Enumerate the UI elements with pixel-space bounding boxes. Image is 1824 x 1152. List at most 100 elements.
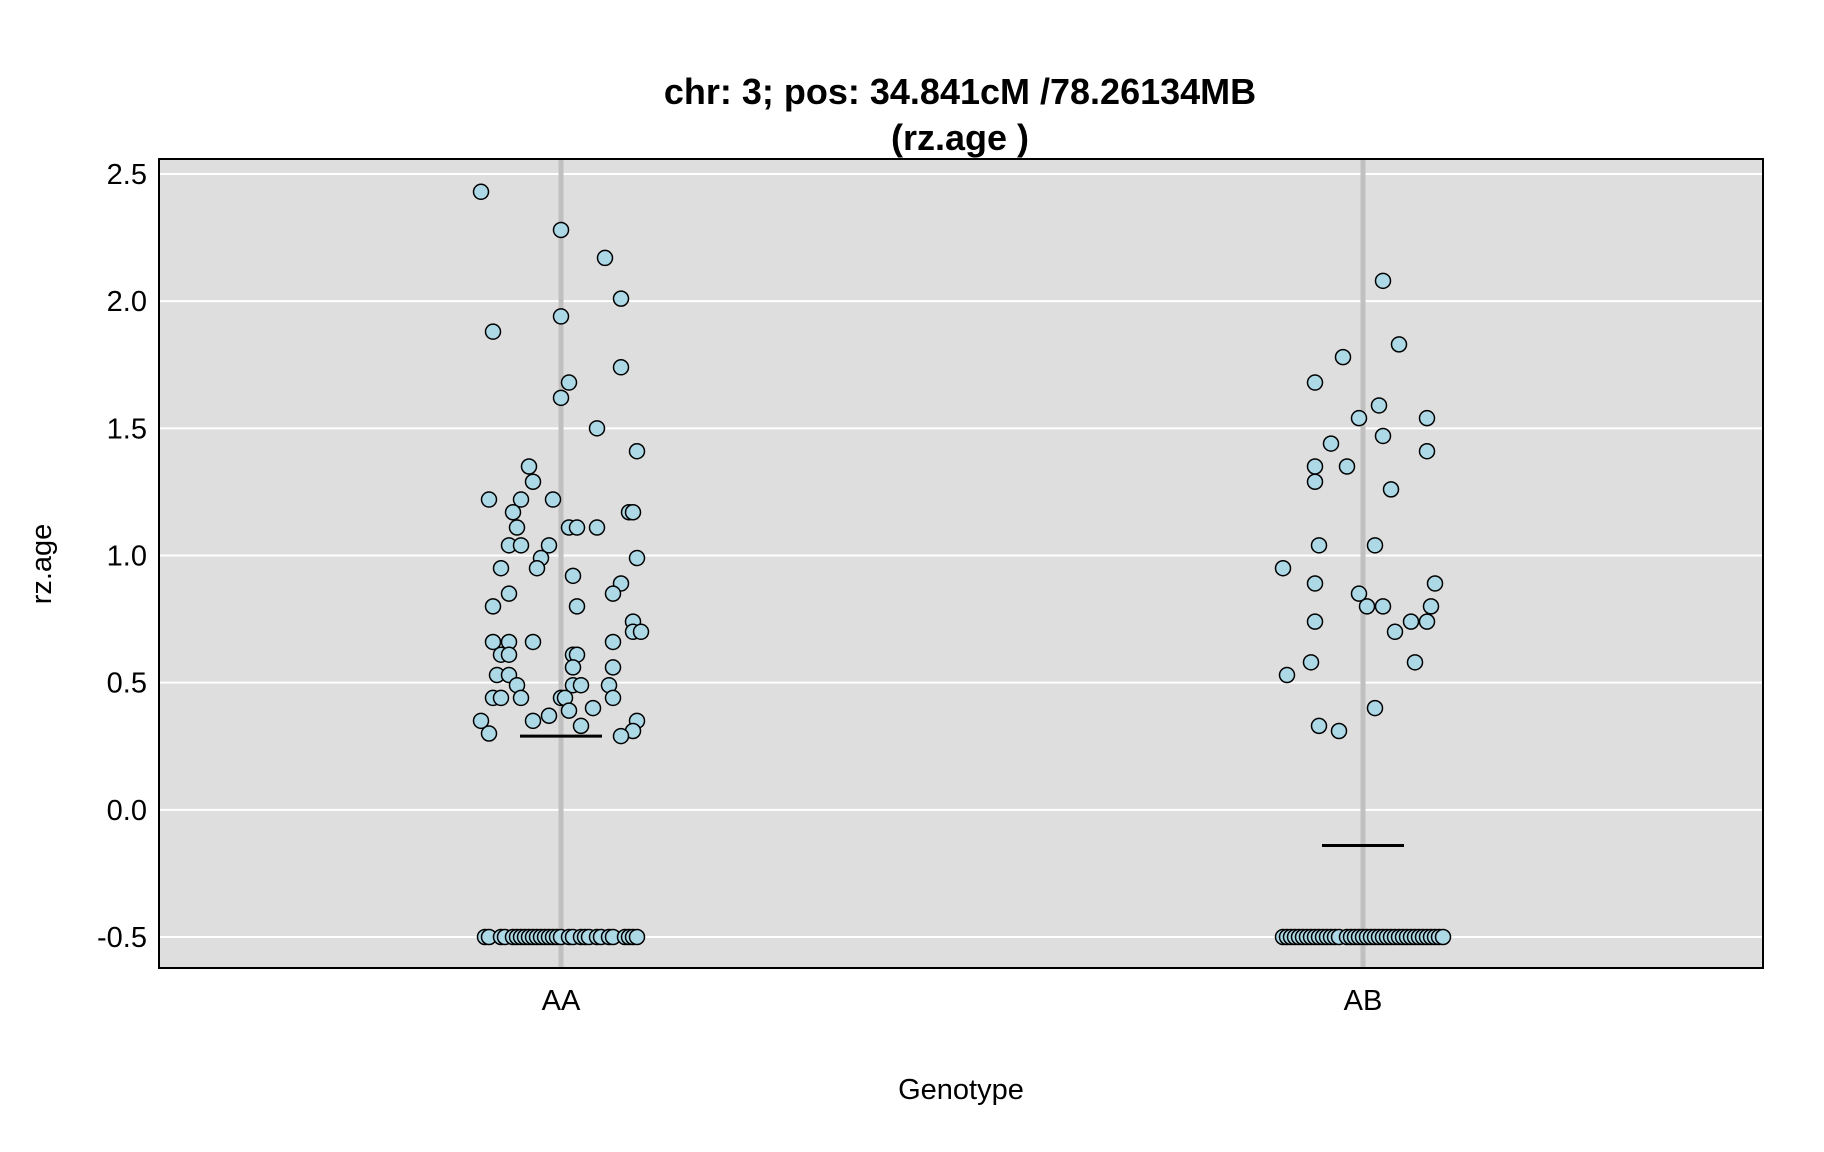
data-point xyxy=(512,537,530,554)
data-point xyxy=(1322,435,1340,452)
gridlines xyxy=(159,173,1763,938)
data-point xyxy=(588,519,606,536)
data-point xyxy=(472,183,490,201)
y-tick-label: 1.0 xyxy=(107,541,147,573)
data-point xyxy=(1374,427,1392,445)
y-tick-label: 0.0 xyxy=(107,795,147,827)
data-point xyxy=(1350,409,1368,427)
data-point xyxy=(572,717,590,735)
mean-lines xyxy=(520,734,1404,847)
chart-subtitle: (rz.age ) xyxy=(891,117,1029,158)
data-point xyxy=(492,689,510,707)
data-point xyxy=(1418,613,1436,630)
x-tick-label: AB xyxy=(1344,985,1383,1017)
chart-title: chr: 3; pos: 34.841cM /78.26134MB xyxy=(664,71,1256,112)
data-point xyxy=(484,323,502,340)
data-point xyxy=(1386,623,1404,641)
data-point xyxy=(1350,585,1368,602)
data-point xyxy=(1374,598,1392,615)
data-point xyxy=(500,646,518,663)
data-point xyxy=(1366,699,1384,717)
data-point xyxy=(1422,598,1440,615)
data-point xyxy=(524,633,542,651)
data-point xyxy=(588,420,606,437)
data-point xyxy=(604,585,622,602)
plot-border xyxy=(158,158,1764,969)
data-point xyxy=(1338,458,1356,475)
data-point xyxy=(612,727,630,745)
x-axis-label: Genotype xyxy=(898,1074,1024,1106)
data-point xyxy=(540,707,558,724)
category-lines xyxy=(558,159,1366,968)
data-point xyxy=(572,676,590,694)
data-point xyxy=(520,458,538,475)
data-point xyxy=(1306,613,1324,630)
y-tick-labels: 2.5 2.0 1.5 1.0 0.5 0.0 -0.5 xyxy=(97,159,147,954)
data-point xyxy=(628,549,646,567)
data-point xyxy=(540,537,558,554)
data-point xyxy=(628,442,646,460)
data-point xyxy=(1358,598,1376,615)
data-points xyxy=(472,183,1452,946)
y-tick-label: 0.5 xyxy=(107,668,147,700)
data-point xyxy=(564,659,582,676)
data-point xyxy=(484,633,502,651)
data-point xyxy=(1306,374,1324,391)
data-point xyxy=(560,702,578,719)
data-point xyxy=(1406,654,1424,671)
data-point xyxy=(480,491,498,508)
data-point xyxy=(512,491,530,508)
data-point xyxy=(1274,559,1292,577)
data-point xyxy=(1278,666,1296,684)
data-point xyxy=(1434,928,1452,946)
data-point xyxy=(604,659,622,676)
data-point xyxy=(568,598,586,615)
data-point xyxy=(524,473,542,490)
data-point xyxy=(628,928,646,946)
data-point xyxy=(552,221,570,239)
data-point xyxy=(1310,717,1328,735)
data-point xyxy=(568,519,586,536)
data-point xyxy=(1302,654,1320,671)
data-point xyxy=(512,689,530,707)
data-point xyxy=(1390,336,1408,353)
data-point xyxy=(1418,409,1436,427)
data-point xyxy=(1370,397,1388,414)
data-point xyxy=(1426,575,1444,592)
y-tick-label: -0.5 xyxy=(97,922,147,954)
data-point xyxy=(504,504,522,521)
data-point xyxy=(632,623,650,641)
data-point xyxy=(1306,458,1324,475)
data-point xyxy=(508,519,526,536)
data-point xyxy=(1382,481,1400,498)
data-point xyxy=(552,308,570,325)
data-point xyxy=(480,725,498,742)
plot-panel xyxy=(159,159,1763,968)
x-tick-labels: AA AB xyxy=(542,985,1383,1017)
x-tick-label: AA xyxy=(542,985,581,1017)
data-point xyxy=(472,712,490,730)
data-point xyxy=(1306,473,1324,490)
data-point xyxy=(596,249,614,267)
data-point xyxy=(1310,537,1328,554)
data-point xyxy=(524,712,542,730)
data-point xyxy=(1334,348,1352,366)
data-point xyxy=(1402,613,1420,630)
data-point xyxy=(1306,575,1324,592)
data-point xyxy=(1330,722,1348,740)
y-axis-label: rz.age xyxy=(26,524,58,605)
data-point xyxy=(500,585,518,602)
data-point xyxy=(624,504,642,521)
data-point xyxy=(604,633,622,651)
data-point xyxy=(564,567,582,585)
y-tick-label: 2.0 xyxy=(107,286,147,318)
data-point xyxy=(604,689,622,707)
y-tick-label: 2.5 xyxy=(107,159,147,191)
data-point xyxy=(560,374,578,391)
y-tick-label: 1.5 xyxy=(107,413,147,445)
data-point xyxy=(584,699,602,717)
data-point xyxy=(552,389,570,407)
data-point xyxy=(1418,442,1436,460)
data-point xyxy=(528,559,546,577)
